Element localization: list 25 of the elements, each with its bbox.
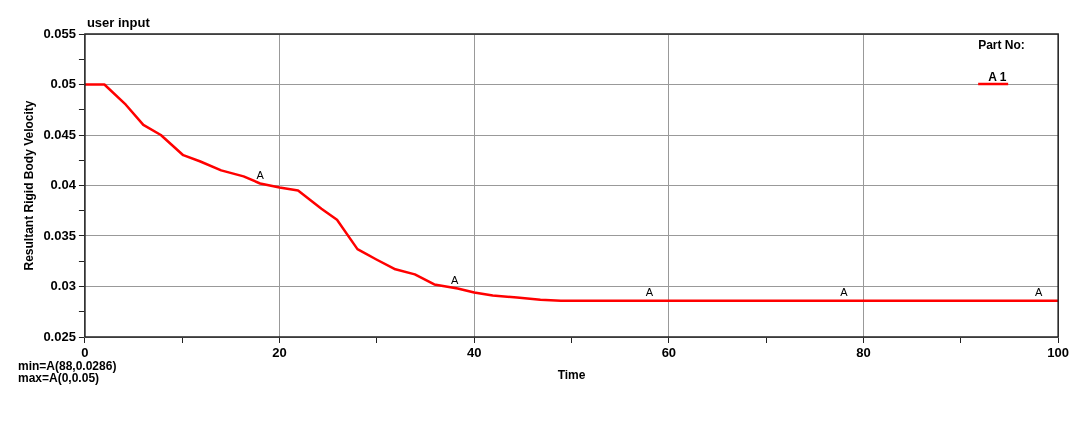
x-tick-label: 60 — [661, 345, 677, 361]
text: A 1 — [988, 70, 1007, 85]
y-tick-label: 0.03 — [50, 278, 76, 294]
legend-title: Part No: — [978, 38, 1025, 53]
x-tick-label: 20 — [272, 345, 287, 361]
text: min=A(88,0.0286) — [18, 359, 117, 374]
y-tick-label: 0.035 — [43, 227, 76, 243]
y-tick-label: 0.025 — [43, 328, 76, 344]
y-tick-label: 0.05 — [50, 76, 76, 92]
annotation: A — [1035, 286, 1044, 299]
chart-title: user input — [86, 15, 151, 31]
x-tick-label: 40 — [466, 345, 482, 361]
x-axis-title: Time — [557, 368, 586, 383]
x-tick-label: 80 — [856, 345, 871, 361]
annotation: A — [256, 169, 265, 182]
y-tick-label: 0.055 — [43, 25, 76, 41]
y-tick-label: 0.04 — [50, 177, 77, 193]
text: max=A(0,0.05) — [18, 371, 100, 386]
annotation: A — [840, 286, 849, 299]
annotation: A — [451, 274, 460, 287]
y-axis-title: Resultant Rigid Body Velocity — [21, 100, 36, 271]
annotation: A — [645, 286, 654, 299]
x-tick-label: 0 — [81, 345, 89, 361]
y-tick-label: 0.045 — [43, 126, 76, 142]
x-tick-label: 100 — [1047, 345, 1070, 361]
